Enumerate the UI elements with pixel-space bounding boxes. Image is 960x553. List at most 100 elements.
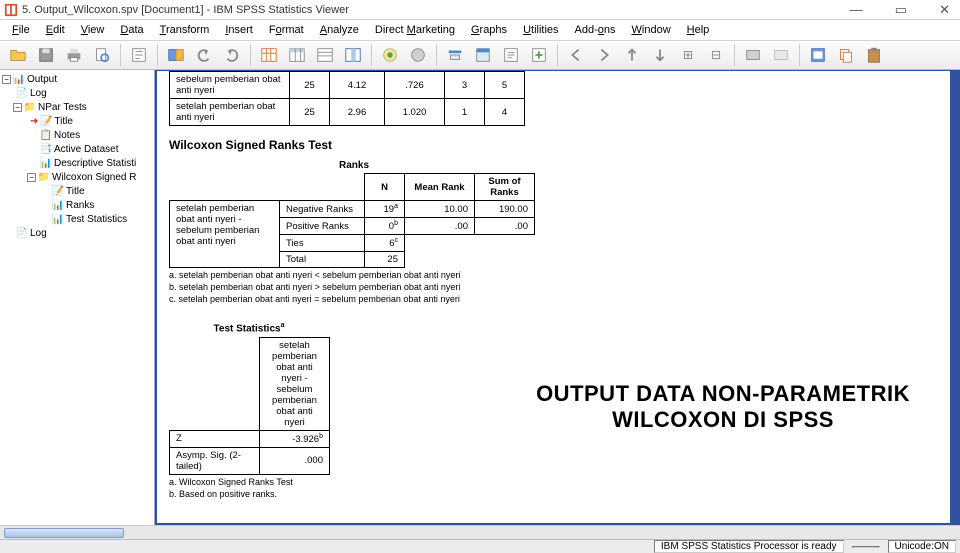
select-last-button[interactable] <box>378 43 402 67</box>
asymp-label: Asymp. Sig. (2-tailed) <box>170 447 260 474</box>
toolbar <box>0 40 960 70</box>
status-bar: IBM SPSS Statistics Processor is ready U… <box>0 539 960 553</box>
table-cell: 10.00 <box>405 201 475 218</box>
outline-tree[interactable]: −📊Output 📄Log −📁NPar Tests ➜📝Title 📋Note… <box>0 70 155 525</box>
menu-data[interactable]: Data <box>112 22 151 38</box>
expand-button[interactable] <box>676 43 700 67</box>
menu-format[interactable]: Format <box>261 22 312 38</box>
goto-variable-button[interactable] <box>341 43 365 67</box>
tree-output[interactable]: Output <box>27 74 57 85</box>
menu-view[interactable]: View <box>73 22 113 38</box>
select-button[interactable] <box>406 43 430 67</box>
print-button[interactable] <box>62 43 86 67</box>
status-unicode: Unicode:ON <box>888 540 956 553</box>
tree-log[interactable]: Log <box>30 88 47 99</box>
open-button[interactable] <box>6 43 30 67</box>
goto-case-button[interactable] <box>285 43 309 67</box>
table-cell: 25 <box>365 252 405 268</box>
insert-title-button[interactable] <box>471 43 495 67</box>
hide-button[interactable] <box>769 43 793 67</box>
tree-wsr[interactable]: Wilcoxon Signed R <box>52 172 136 183</box>
ties-label: Ties <box>280 235 365 252</box>
table-cell: .00 <box>475 218 535 235</box>
undo-button[interactable] <box>192 43 216 67</box>
pos-label: Positive Ranks <box>280 218 365 235</box>
maximize-button[interactable]: ▭ <box>889 2 913 18</box>
horizontal-scrollbar[interactable] <box>0 525 960 539</box>
minimize-button[interactable]: — <box>844 2 869 18</box>
tree-toggle-icon[interactable]: − <box>13 103 22 112</box>
tree-title[interactable]: Title <box>54 116 73 127</box>
descriptive-table: sebelum pemberian obat anti nyeri 25 4.1… <box>169 71 525 126</box>
demote-button[interactable] <box>648 43 672 67</box>
title-icon: 📝 <box>40 116 52 126</box>
overlay-caption: OUTPUT DATA NON-PARAMETRIK WILCOXON DI S… <box>536 381 910 434</box>
table-cell: sebelum pemberian obat anti nyeri <box>170 72 290 99</box>
menu-graphs[interactable]: Graphs <box>463 22 515 38</box>
menu-addons[interactable]: Add-ons <box>567 22 624 38</box>
menu-transform[interactable]: Transform <box>152 22 218 38</box>
tree-toggle-icon[interactable]: − <box>27 173 36 182</box>
table-cell: .00 <box>405 218 475 235</box>
insert-new-button[interactable] <box>527 43 551 67</box>
app-icon <box>4 3 18 17</box>
status-processor: IBM SPSS Statistics Processor is ready <box>654 540 844 553</box>
tree-wtitle[interactable]: Title <box>66 186 85 197</box>
tree-desc[interactable]: Descriptive Statisti <box>54 158 136 169</box>
save-button[interactable] <box>34 43 58 67</box>
menu-edit[interactable]: Edit <box>38 22 73 38</box>
menu-analyze[interactable]: Analyze <box>312 22 367 38</box>
menu-directmarketing[interactable]: Direct Marketing <box>367 22 463 38</box>
paste-button[interactable] <box>862 43 886 67</box>
tree-toggle-icon[interactable]: − <box>2 75 11 84</box>
insert-text-button[interactable] <box>499 43 523 67</box>
menu-file[interactable]: File <box>4 22 38 38</box>
table-cell: 4.12 <box>330 72 385 99</box>
table-cell: 5 <box>485 72 525 99</box>
scrollbar-thumb[interactable] <box>4 528 124 538</box>
menu-help[interactable]: Help <box>679 22 718 38</box>
show-button[interactable] <box>741 43 765 67</box>
section-title: Wilcoxon Signed Ranks Test <box>169 138 938 152</box>
table-cell: 190.00 <box>475 201 535 218</box>
table-cell: 1.020 <box>385 99 445 126</box>
table-cell: 2.96 <box>330 99 385 126</box>
tree-active[interactable]: Active Dataset <box>54 144 118 155</box>
col-label: setelah pemberian obat anti nyeri - sebe… <box>260 337 330 430</box>
table-cell: setelah pemberian obat anti nyeri <box>170 99 290 126</box>
output-icon: 📊 <box>13 74 25 84</box>
designate-window-button[interactable] <box>806 43 830 67</box>
promote-button[interactable] <box>620 43 644 67</box>
table-cell: 0b <box>365 218 405 235</box>
table-cell: 25 <box>290 72 330 99</box>
table-cell: 4 <box>485 99 525 126</box>
copy-button[interactable] <box>834 43 858 67</box>
goto-data-button[interactable] <box>257 43 281 67</box>
close-button[interactable]: ✕ <box>933 2 956 18</box>
tree-log2[interactable]: Log <box>30 228 47 239</box>
nav-back-button[interactable] <box>564 43 588 67</box>
table-cell: -3.926b <box>260 430 330 447</box>
menu-insert[interactable]: Insert <box>217 22 261 38</box>
table-cell: 3 <box>445 72 485 99</box>
collapse-button[interactable] <box>704 43 728 67</box>
print-preview-button[interactable] <box>90 43 114 67</box>
redo-button[interactable] <box>220 43 244 67</box>
tree-notes[interactable]: Notes <box>54 130 80 141</box>
title-icon: 📝 <box>52 186 64 196</box>
nav-forward-button[interactable] <box>592 43 616 67</box>
footnote: c. setelah pemberian obat anti nyeri = s… <box>169 294 938 304</box>
content-pane[interactable]: sebelum pemberian obat anti nyeri 25 4.1… <box>155 70 960 525</box>
insert-heading-button[interactable] <box>443 43 467 67</box>
variables-button[interactable] <box>313 43 337 67</box>
export-button[interactable] <box>127 43 151 67</box>
tree-ranks[interactable]: Ranks <box>66 200 94 211</box>
recall-dialog-button[interactable] <box>164 43 188 67</box>
footnote: a. Wilcoxon Signed Ranks Test <box>169 477 938 487</box>
tree-npar[interactable]: NPar Tests <box>38 102 87 113</box>
tree-tstat[interactable]: Test Statistics <box>66 214 127 225</box>
menu-window[interactable]: Window <box>624 22 679 38</box>
table-cell: 1 <box>445 99 485 126</box>
menu-utilities[interactable]: Utilities <box>515 22 566 38</box>
row-label: setelah pemberian obat anti nyeri - sebe… <box>170 201 280 268</box>
